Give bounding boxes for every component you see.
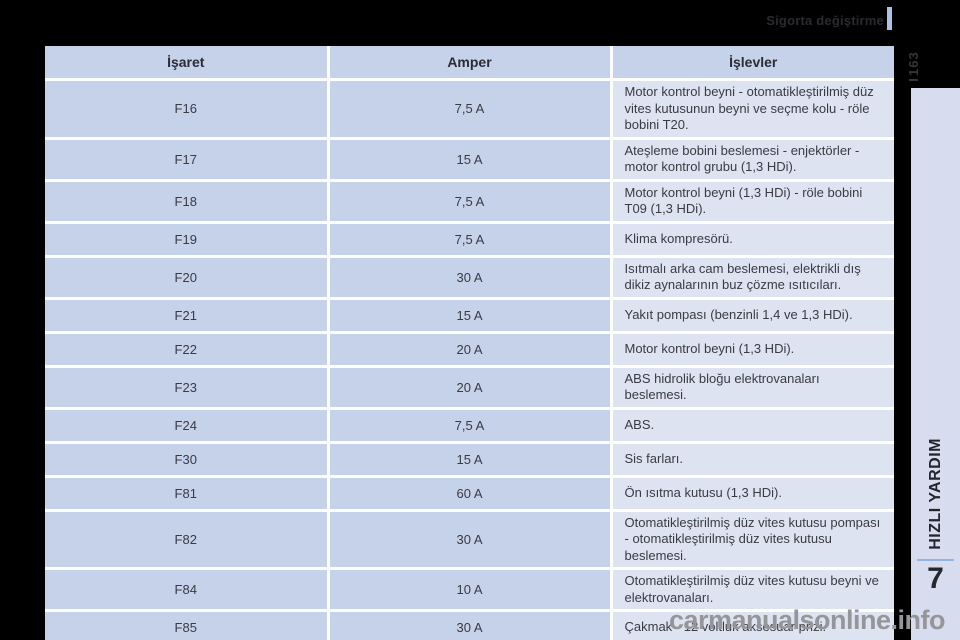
header-row: İşaret Amper İşlevler bbox=[45, 46, 894, 81]
fuse-id-cell: F16 bbox=[45, 78, 330, 140]
table-row: F21 15 A Yakıt pompası (benzinli 1,4 ve 1,… bbox=[45, 296, 894, 334]
page-number: 163 bbox=[906, 51, 921, 76]
fuse-id-cell: F21 bbox=[45, 296, 330, 334]
amp-rating-cell: 15 A bbox=[326, 136, 613, 182]
column-header: İşlevler bbox=[609, 46, 894, 81]
fuse-id-cell: F23 bbox=[45, 364, 330, 410]
function-desc-cell: Otomatikleştirilmiş düz vites kutusu pom… bbox=[609, 508, 894, 570]
amp-rating-cell: 7,5 A bbox=[326, 178, 613, 224]
table-row: F16 7,5 A Motor kontrol beyni - otomatikle… bbox=[45, 78, 894, 140]
table-row: F81 60 A Ön ısıtma kutusu (1,3 HDi). bbox=[45, 474, 894, 512]
function-desc-cell: Klima kompresörü. bbox=[609, 220, 894, 258]
amp-rating-cell: 7,5 A bbox=[326, 406, 613, 444]
chapter-number: 7 bbox=[927, 562, 944, 595]
fuse-id-cell: F24 bbox=[45, 406, 330, 444]
watermark: carmanualsonline.info bbox=[668, 605, 946, 635]
amp-rating-cell: 20 A bbox=[326, 330, 613, 368]
page-number-tick bbox=[909, 79, 918, 81]
chapter-sidebar-label: HIZLI YARDIM bbox=[926, 438, 944, 550]
amp-rating-cell: 15 A bbox=[326, 296, 613, 334]
table-row: F84 10 A Otomatikleştirilmiş düz vites kut… bbox=[45, 567, 894, 612]
table-row: F30 15 A Sis farları. bbox=[45, 440, 894, 478]
fuse-table-head: İşaret Amper İşlevler bbox=[45, 46, 894, 81]
sidebar-divider bbox=[917, 559, 954, 561]
table-row: F19 7,5 A Klima kompresörü. bbox=[45, 220, 894, 258]
header-accent-bar bbox=[887, 7, 892, 30]
amp-rating-cell: 15 A bbox=[326, 440, 613, 478]
function-desc-cell: Motor kontrol beyni - otomatikleştirilmi… bbox=[609, 78, 894, 140]
table-row: F85 30 A Çakmak - 12 voltluk aksesuar priz… bbox=[45, 609, 894, 640]
function-desc-cell: ABS. bbox=[609, 406, 894, 444]
amp-rating-cell: 30 A bbox=[326, 254, 613, 300]
amp-rating-cell: 30 A bbox=[326, 609, 613, 640]
function-desc-cell: Çakmak - 12 voltluk aksesuar prizi. bbox=[609, 609, 894, 640]
function-desc-cell: Ateşleme bobini beslemesi - enjektörler … bbox=[609, 136, 894, 182]
table-row: F24 7,5 A ABS. bbox=[45, 406, 894, 444]
fuse-id-cell: F18 bbox=[45, 178, 330, 224]
table-row: F22 20 A Motor kontrol beyni (1,3 HDi). bbox=[45, 330, 894, 368]
function-desc-cell: ABS hidrolik bloğu elektrovanaları besle… bbox=[609, 364, 894, 410]
fuse-table-body: F16 7,5 A Motor kontrol beyni - otomatikle… bbox=[45, 78, 894, 640]
fuse-id-cell: F20 bbox=[45, 254, 330, 300]
amp-rating-cell: 10 A bbox=[326, 567, 613, 612]
function-desc-cell: Motor kontrol beyni (1,3 HDi) - röle bob… bbox=[609, 178, 894, 224]
amp-rating-cell: 7,5 A bbox=[326, 78, 613, 140]
function-desc-cell: Yakıt pompası (benzinli 1,4 ve 1,3 HDi). bbox=[609, 296, 894, 334]
amp-rating-cell: 7,5 A bbox=[326, 220, 613, 258]
table-row: F17 15 A Ateşleme bobini beslemesi - enjek… bbox=[45, 136, 894, 182]
function-desc-cell: Sis farları. bbox=[609, 440, 894, 478]
table-row: F82 30 A Otomatikleştirilmiş düz vites kut… bbox=[45, 508, 894, 570]
fuse-id-cell: F22 bbox=[45, 330, 330, 368]
fuse-id-cell: F82 bbox=[45, 508, 330, 570]
column-header: İşaret bbox=[45, 46, 330, 81]
function-desc-cell: Motor kontrol beyni (1,3 HDi). bbox=[609, 330, 894, 368]
table-row: F20 30 A Isıtmalı arka cam beslemesi, elek… bbox=[45, 254, 894, 300]
amp-rating-cell: 60 A bbox=[326, 474, 613, 512]
column-header: Amper bbox=[326, 46, 613, 81]
fuse-id-cell: F30 bbox=[45, 440, 330, 478]
function-desc-cell: Ön ısıtma kutusu (1,3 HDi). bbox=[609, 474, 894, 512]
chapter-sidebar: HIZLI YARDIM 7 bbox=[911, 88, 960, 640]
fuse-id-cell: F19 bbox=[45, 220, 330, 258]
fuse-id-cell: F85 bbox=[45, 609, 330, 640]
fuse-id-cell: F84 bbox=[45, 567, 330, 612]
function-desc-cell: Isıtmalı arka cam beslemesi, elektrikli … bbox=[609, 254, 894, 300]
fuse-id-cell: F17 bbox=[45, 136, 330, 182]
amp-rating-cell: 20 A bbox=[326, 364, 613, 410]
table-row: F18 7,5 A Motor kontrol beyni (1,3 HDi) - … bbox=[45, 178, 894, 224]
fuse-id-cell: F81 bbox=[45, 474, 330, 512]
amp-rating-cell: 30 A bbox=[326, 508, 613, 570]
page-header-title: Sigorta değiştirme bbox=[766, 13, 884, 28]
table-row: F23 20 A ABS hidrolik bloğu elektrovanalar… bbox=[45, 364, 894, 410]
fuse-table: İşaret Amper İşlevler F16 7,5 A Motor kontro… bbox=[45, 46, 894, 640]
function-desc-cell: Otomatikleştirilmiş düz vites kutusu bey… bbox=[609, 567, 894, 612]
